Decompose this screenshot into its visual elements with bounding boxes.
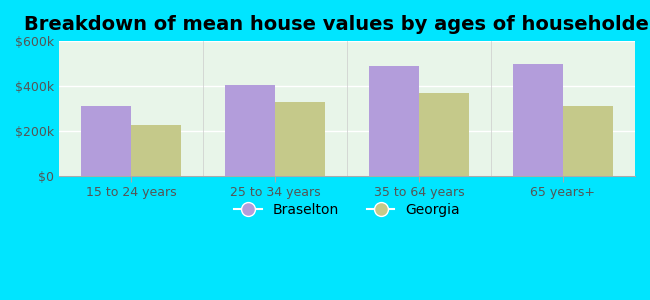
Bar (225, 85, 275, 176)
Bar (563, 106, 614, 176)
Bar (131, 125, 181, 176)
Bar (81, 106, 131, 176)
Title: Breakdown of mean house values by ages of householders: Breakdown of mean house values by ages o… (24, 15, 650, 34)
Bar (513, 64, 563, 176)
Bar (369, 66, 419, 176)
Legend: Braselton, Georgia: Braselton, Georgia (228, 197, 466, 222)
Bar (419, 93, 469, 176)
Bar (275, 102, 326, 176)
